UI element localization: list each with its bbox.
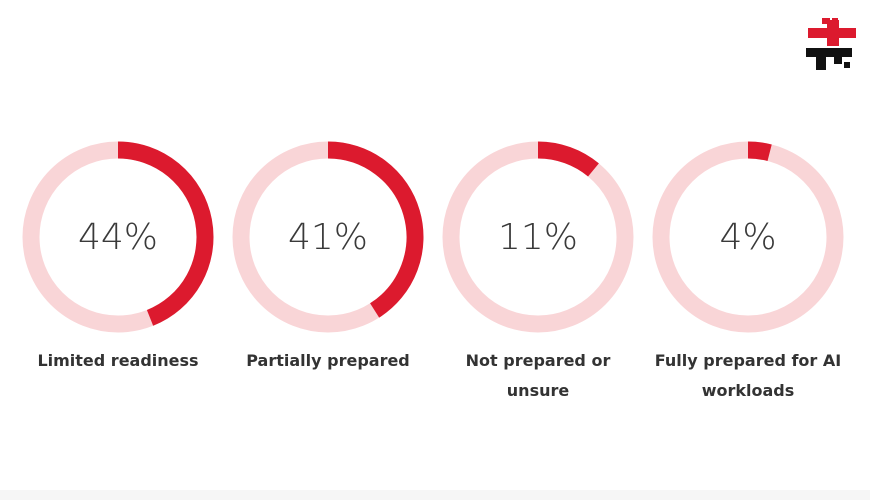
category-label: Not prepared or unsure [465, 351, 611, 400]
donut-chart: 4% Fully prepared for AI workloads [643, 140, 853, 420]
donut: 44% [22, 141, 214, 333]
donut: 41% [232, 141, 424, 333]
value-label: 4% [719, 217, 776, 258]
value-label: 41% [288, 217, 368, 258]
category-label: Limited readiness [37, 351, 199, 370]
donut-segment [117, 141, 214, 326]
donut-chart: 41% Partially prepared [223, 140, 433, 420]
donut-segment [537, 141, 599, 177]
donut-segment [747, 141, 772, 162]
value-label: 44% [78, 217, 158, 258]
value-label: 11% [498, 217, 578, 258]
donut: 4% [652, 141, 844, 333]
donut-chart: 11% Not prepared or unsure [433, 140, 643, 420]
category-label: Partially prepared [246, 351, 410, 370]
logo [806, 18, 856, 70]
donut: 11% [442, 141, 634, 333]
footer [0, 490, 870, 500]
donut-chart: 44% Limited readiness [13, 140, 223, 420]
category-label: Fully prepared for AI workloads [654, 351, 842, 400]
donut-segment [327, 141, 424, 318]
